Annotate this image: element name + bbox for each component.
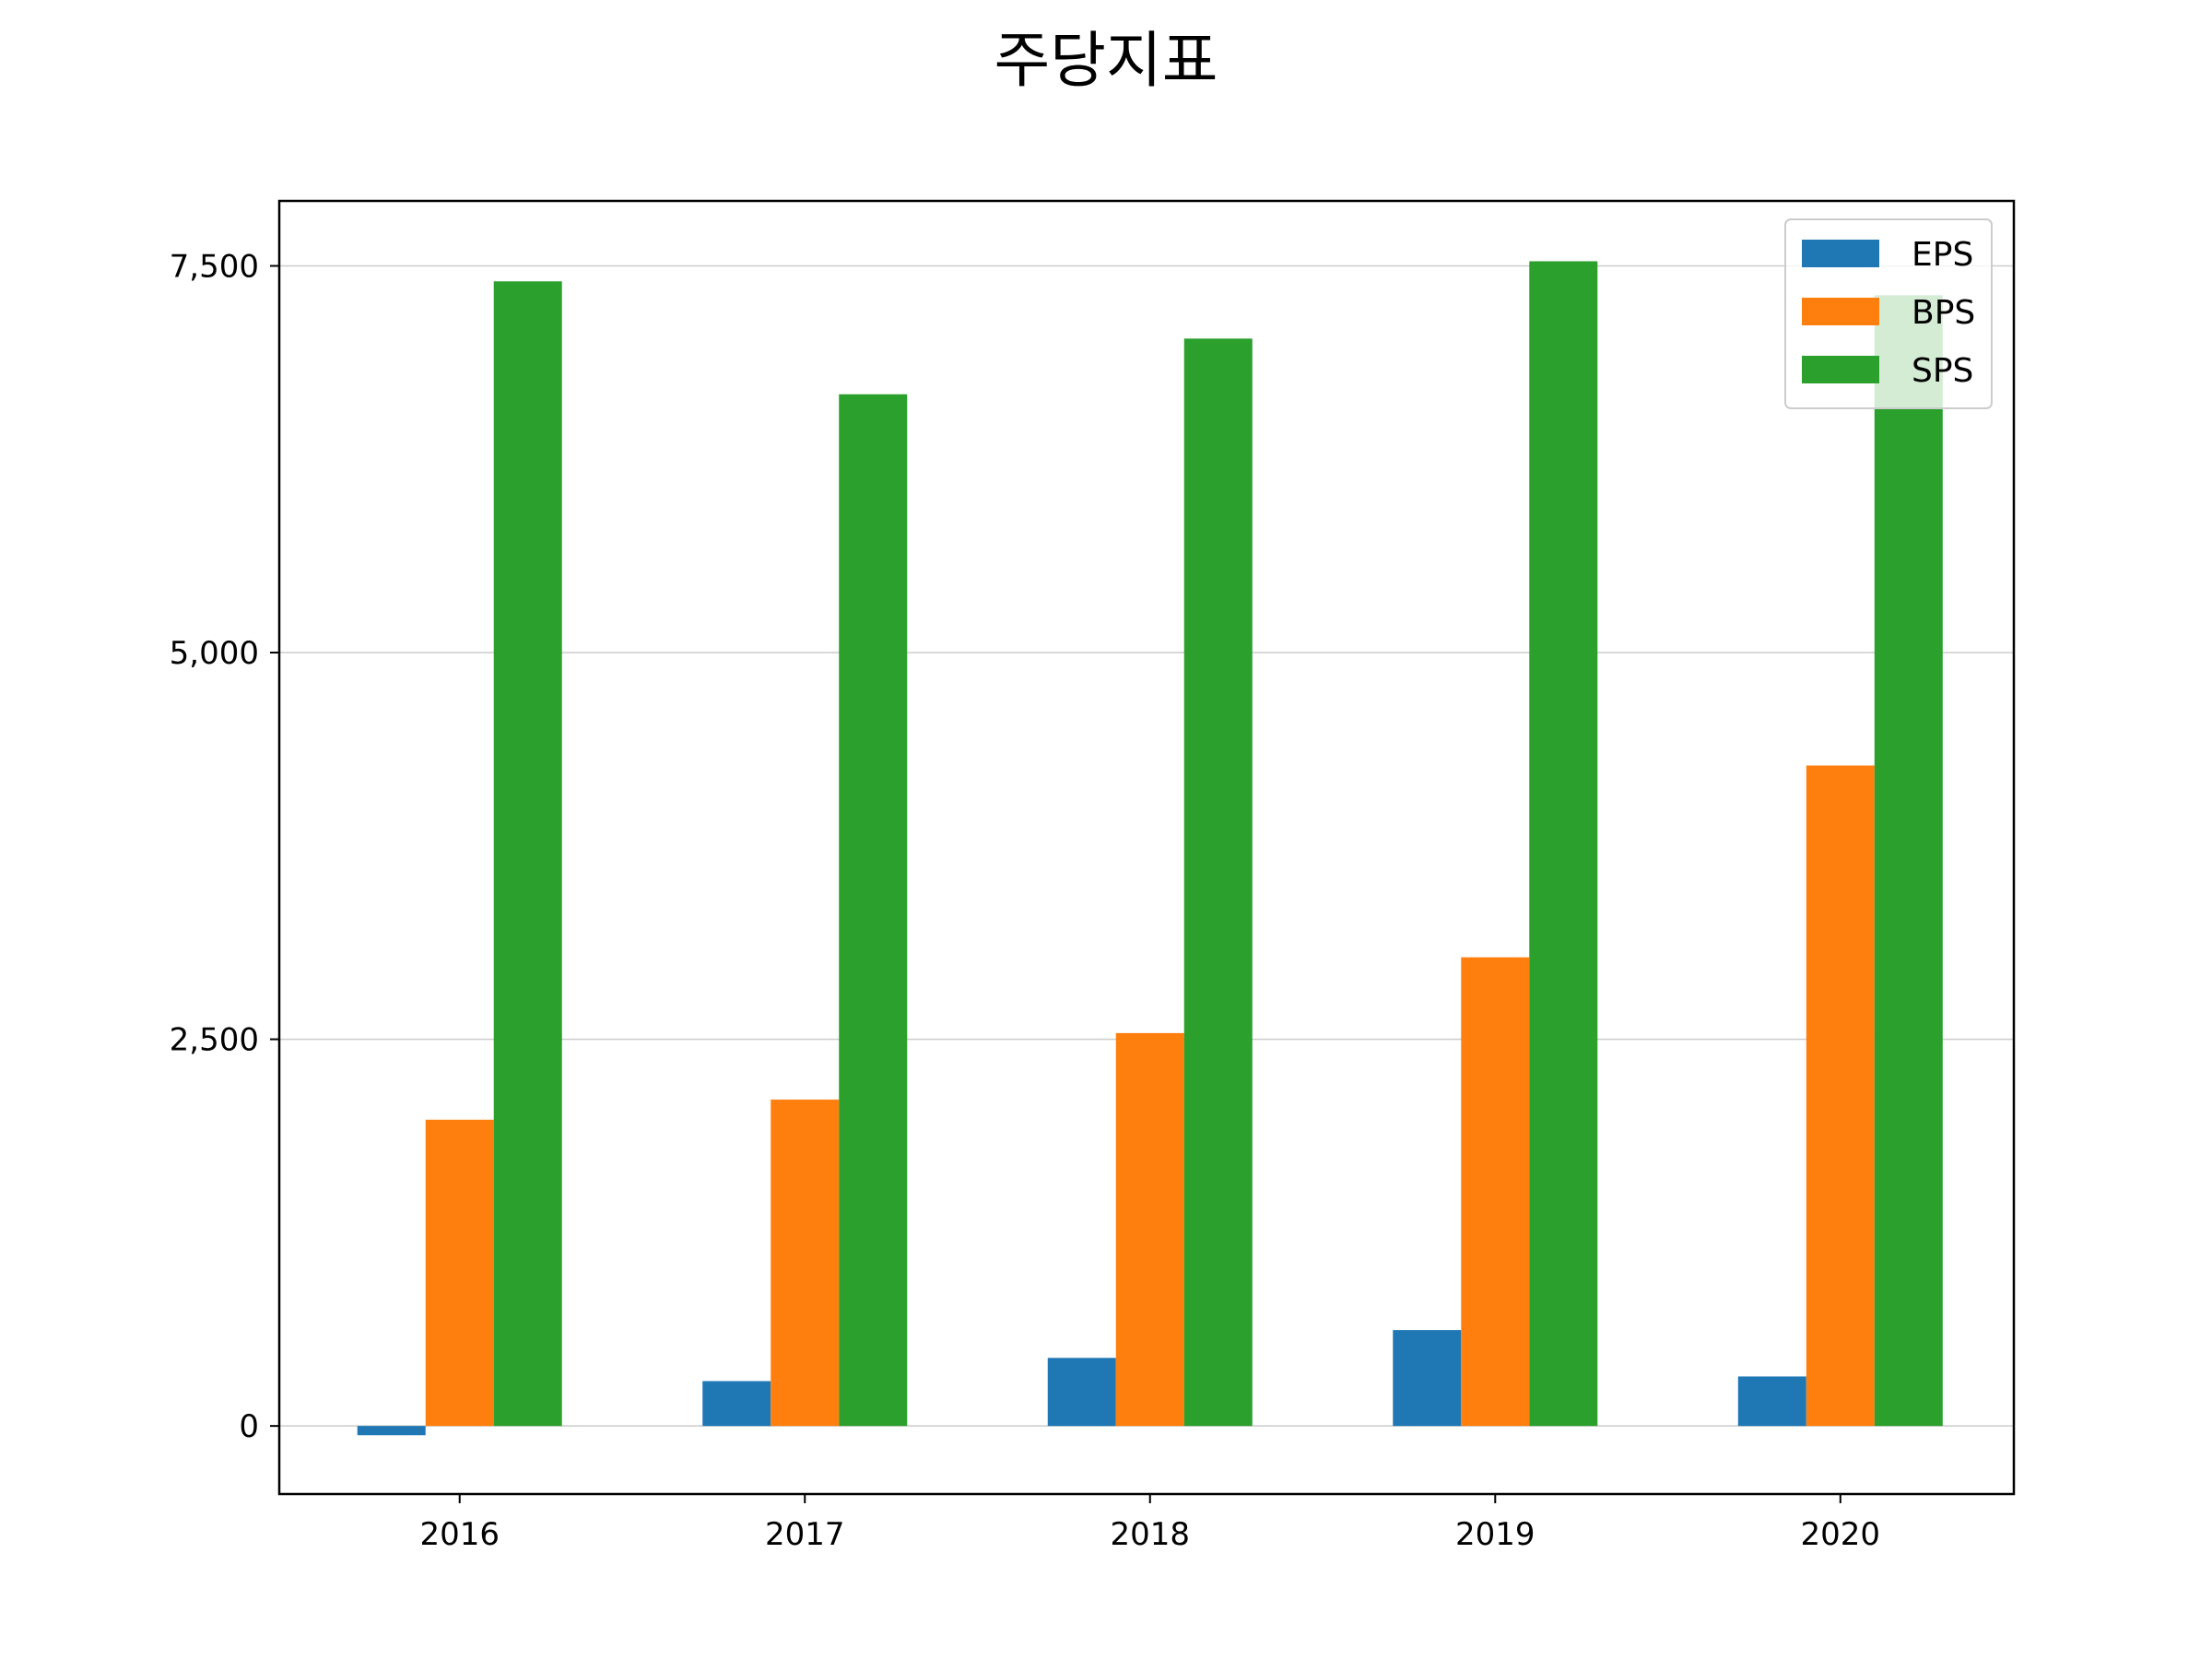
- bar-bps-2020: [1806, 765, 1875, 1427]
- y-tick-label: 2,500: [170, 1022, 259, 1059]
- bar-eps-2017: [702, 1381, 771, 1427]
- y-tick-label: 0: [239, 1408, 259, 1445]
- legend-swatch-bps: [1802, 298, 1879, 325]
- y-tick-label: 5,000: [170, 635, 259, 672]
- bar-sps-2020: [1874, 295, 1943, 1427]
- bar-eps-2018: [1047, 1358, 1116, 1427]
- bar-sps-2017: [839, 394, 908, 1427]
- x-tick-label: 2020: [1801, 1516, 1881, 1553]
- legend-label-eps: EPS: [1912, 236, 1973, 274]
- bar-sps-2019: [1529, 261, 1598, 1427]
- y-tick-label: 7,500: [170, 248, 259, 285]
- plot-area-frame: [277, 199, 2016, 1496]
- x-tick-label: 2019: [1455, 1516, 1535, 1553]
- bar-eps-2020: [1737, 1376, 1806, 1427]
- bar-eps-2019: [1393, 1330, 1462, 1427]
- legend: EPS BPS SPS: [1784, 218, 1993, 409]
- x-tick-label: 2016: [419, 1516, 500, 1553]
- legend-swatch-eps: [1802, 240, 1879, 267]
- bar-bps-2018: [1115, 1032, 1184, 1427]
- bar-eps-2016: [357, 1426, 426, 1436]
- bar-bps-2016: [425, 1119, 494, 1427]
- legend-label-bps: BPS: [1912, 294, 1975, 332]
- legend-label-sps: SPS: [1912, 352, 1973, 390]
- bar-bps-2019: [1461, 957, 1530, 1427]
- y-axis: 0 2,500 5,000 7,500: [170, 248, 279, 1445]
- chart-title: 주당지표: [994, 25, 1218, 96]
- x-tick-label: 2017: [765, 1516, 845, 1553]
- bars: [357, 261, 1943, 1436]
- bar-sps-2018: [1183, 338, 1253, 1427]
- x-axis: 2016 2017 2018 2019 2020: [419, 1494, 1880, 1553]
- bar-sps-2016: [493, 281, 562, 1427]
- legend-swatch-sps: [1802, 356, 1879, 383]
- bar-bps-2017: [771, 1100, 840, 1427]
- x-tick-label: 2018: [1110, 1516, 1190, 1553]
